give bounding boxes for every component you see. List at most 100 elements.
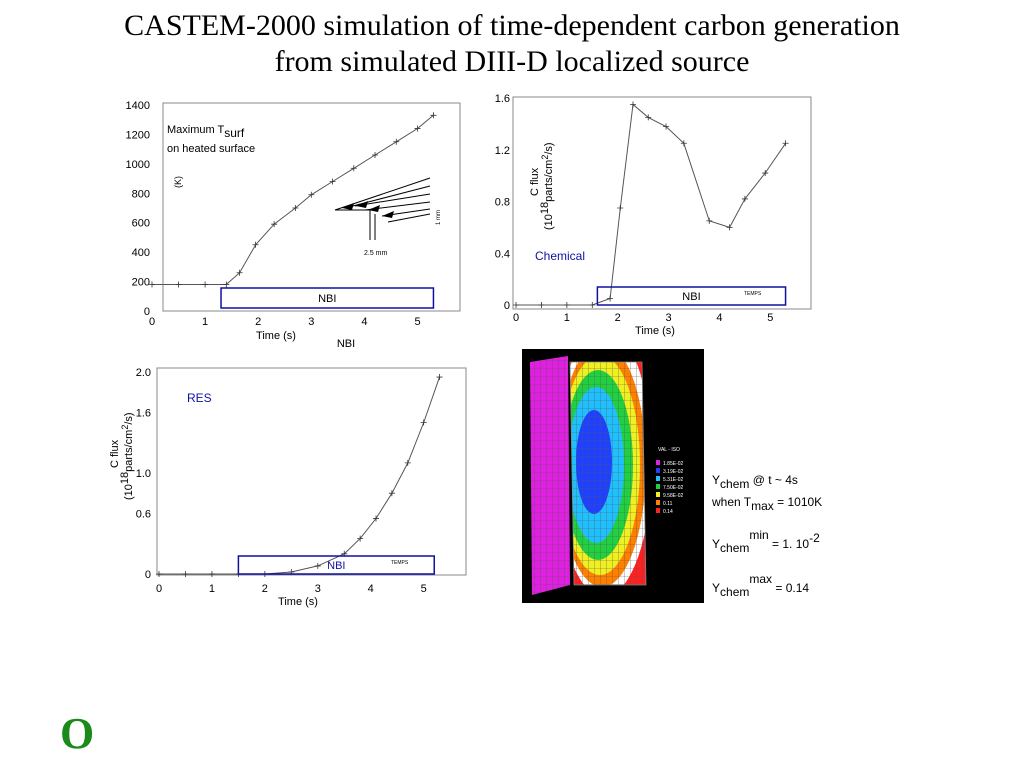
- castem-contour-plot: VAL - ISO 1.85E-02 3.19E-02 5.31E-02 7.50E-…: [522, 349, 704, 603]
- yield-notes: Ychem @ t ~ 4s when Tmax = 1010K Ychemmi…: [711, 473, 822, 599]
- contour-legend-value: 5.31E-02: [663, 477, 684, 483]
- res-data-point: [404, 459, 411, 466]
- contour-legend-value: 7.50E-02: [663, 485, 684, 491]
- temperature-data-point: [308, 191, 315, 198]
- res-y-tick-label: 2.0: [136, 367, 151, 379]
- contour-legend: 1.85E-02 3.19E-02 5.31E-02 7.50E-02 9.58E-02…: [656, 460, 684, 515]
- temperature-x-tick-label: 3: [308, 316, 314, 328]
- res-x-tick-label: 2: [262, 583, 268, 595]
- chemical-data-point: [741, 195, 748, 202]
- note-when-tmax: when Tmax = 1010K: [711, 495, 822, 513]
- temperature-y-tick-label: 200: [132, 277, 150, 289]
- res-plot-frame: [156, 367, 467, 576]
- res-x-tick-label: 0: [156, 583, 162, 595]
- res-y-tick-label: 0: [145, 569, 151, 581]
- contour-legend-swatch: [656, 492, 660, 497]
- title-line-2: from simulated DIII-D localized source: [274, 45, 750, 78]
- temperature-nbi-box: [220, 287, 435, 309]
- chemical-nbi-label: NBI: [682, 291, 700, 303]
- temperature-data-point: [292, 205, 299, 211]
- chemical-data-point: [563, 302, 570, 308]
- contour-legend-header: VAL - ISO: [658, 447, 680, 453]
- res-y-tick-label: 1.0: [136, 468, 151, 480]
- temperature-x-tick-label: 2: [255, 316, 261, 328]
- res-x-axis-label: Time (s): [278, 596, 318, 608]
- temperature-nbi-label-below: NBI: [337, 338, 355, 350]
- res-y-axis-units: (1018parts/cm2/s): [119, 412, 135, 500]
- contour-legend-value: 0.14: [663, 509, 673, 515]
- chemical-y-tick-label: 0: [504, 300, 510, 312]
- temperature-x-tick-label: 4: [361, 316, 367, 328]
- chemical-x-tick-label: 1: [564, 312, 570, 324]
- temperature-y-tick-label: 1400: [126, 100, 150, 112]
- temperature-chart: 0 200 400 600 800 1000 1200 1400 0 1 2 3 4 5 NBI Tim…: [126, 100, 461, 350]
- temperature-y-axis-label: (K): [173, 176, 183, 188]
- temperature-annotation-line2: on heated surface: [167, 143, 255, 155]
- contour-legend-swatch: [656, 468, 660, 473]
- res-data-point: [357, 535, 364, 542]
- res-x-tick-label: 5: [421, 583, 427, 595]
- temperature-data-point: [393, 138, 400, 145]
- contour-legend-swatch: [656, 500, 660, 505]
- contour-legend-value: 9.58E-02: [663, 493, 684, 499]
- chemical-data-point: [663, 123, 670, 130]
- temperature-data-point: [175, 281, 182, 288]
- chemical-x-axis-label: Time (s): [635, 325, 675, 337]
- res-data-point: [388, 490, 395, 497]
- temperature-data-point: [202, 281, 209, 288]
- res-data-point: [156, 571, 162, 577]
- temperature-plot-frame: [162, 102, 461, 312]
- chemical-data-point: [706, 217, 713, 224]
- chemical-data-point: [538, 302, 545, 308]
- temperature-y-tick-label: 0: [144, 306, 150, 318]
- res-temps-label: TEMPS: [391, 560, 409, 566]
- res-data-point: [420, 419, 427, 426]
- res-nbi-label: NBI: [327, 560, 345, 572]
- temperature-y-tick-label: 800: [132, 188, 150, 200]
- res-data-point: [314, 562, 321, 569]
- contour-legend-value: 0.11: [663, 501, 673, 507]
- chemical-y-tick-label: 1.6: [495, 93, 510, 105]
- chemical-y-axis-units: (1018parts/cm2/s): [539, 142, 555, 230]
- contour-legend-swatch: [656, 484, 660, 489]
- chemical-x-tick-label: 5: [767, 312, 773, 324]
- res-data-point: [208, 571, 215, 577]
- chemical-data-point: [513, 302, 519, 308]
- temperature-data-point: [350, 165, 357, 172]
- contour-legend-swatch: [656, 460, 660, 465]
- contour-legend-value: 3.19E-02: [663, 469, 684, 475]
- chemical-data-point: [680, 140, 687, 147]
- chemical-data-point: [629, 101, 636, 108]
- temperature-data-point: [149, 281, 155, 288]
- heated-surface-inset-diagram: 2.5 mm 1 mm: [334, 177, 442, 257]
- res-x-tick-label: 1: [209, 583, 215, 595]
- temperature-data-point: [271, 221, 278, 228]
- temperature-y-tick-label: 400: [132, 247, 150, 259]
- temperature-data-point: [223, 281, 230, 288]
- chemical-series-label: Chemical: [535, 249, 585, 263]
- temperature-data-point: [372, 152, 379, 159]
- chemical-x-tick-label: 3: [666, 312, 672, 324]
- inset-width-label: 2.5 mm: [364, 250, 388, 257]
- note-ychem-time: Ychem @ t ~ 4s: [712, 473, 798, 491]
- temperature-data-point: [252, 241, 259, 248]
- chemical-series-line: [516, 103, 787, 306]
- temperature-x-tick-label: 0: [149, 316, 155, 328]
- chemical-x-tick-label: 4: [716, 312, 722, 324]
- res-data-point: [436, 374, 443, 381]
- res-y-tick-label: 0.6: [136, 508, 151, 520]
- res-data-point: [182, 571, 189, 577]
- res-y-axis-label: C flux: [109, 439, 121, 468]
- title-line-1: CASTEM-2000 simulation of time-dependent…: [124, 9, 900, 42]
- chemical-data-point: [645, 114, 652, 121]
- inset-height-label: 1 mm: [436, 210, 442, 225]
- chemical-y-axis-label: C flux: [529, 167, 541, 196]
- res-x-tick-label: 3: [315, 583, 321, 595]
- temperature-data-point: [414, 125, 421, 132]
- chemical-y-tick-label: 1.2: [495, 145, 510, 157]
- temperature-y-tick-label: 1200: [126, 129, 150, 141]
- temperature-x-tick-label: 1: [202, 316, 208, 328]
- res-nbi-box: [237, 555, 435, 575]
